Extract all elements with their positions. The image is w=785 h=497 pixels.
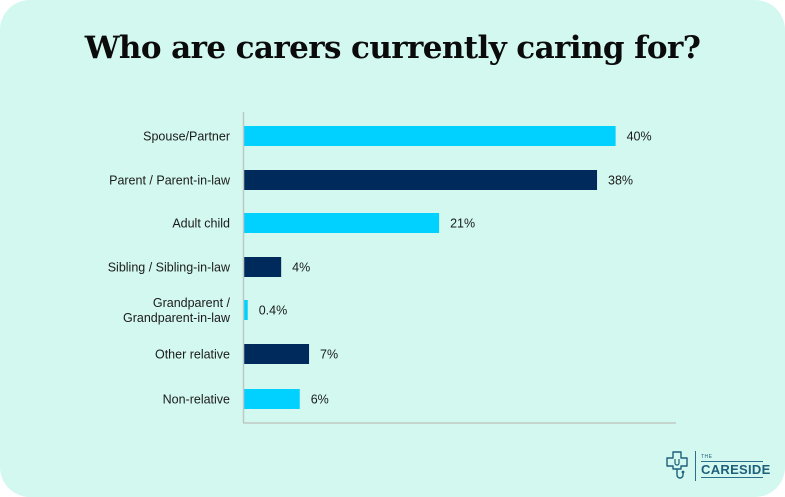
value-label-1: 38% xyxy=(608,174,633,188)
category-label-0: Spouse/Partner xyxy=(143,130,230,144)
bar-6 xyxy=(244,389,300,409)
bar-0 xyxy=(244,126,616,146)
bar-5 xyxy=(244,344,310,364)
chart-title: Who are carers currently caring for? xyxy=(84,30,701,66)
value-label-0: 40% xyxy=(627,130,652,144)
logo-the: THE xyxy=(701,454,763,462)
category-label-1: Parent / Parent-in-law xyxy=(109,174,231,188)
bar-4 xyxy=(244,300,248,320)
category-label-2: Adult child xyxy=(172,217,230,231)
bar-1 xyxy=(244,170,598,190)
value-label-5: 7% xyxy=(320,348,338,362)
category-label-4: Grandparent / Grandparent-in-law xyxy=(123,296,231,325)
value-label-2: 21% xyxy=(450,217,475,231)
category-label-5: Other relative xyxy=(155,348,230,362)
logo-divider xyxy=(695,451,696,481)
bar-3 xyxy=(244,257,282,277)
careside-logo: THE CARESIDE xyxy=(663,449,771,483)
category-label-6: Non-relative xyxy=(163,393,230,407)
logo-name: CARESIDE xyxy=(701,461,771,478)
stethoscope-cross-icon xyxy=(666,451,688,479)
bars-group xyxy=(244,126,616,409)
category-label-3: Sibling / Sibling-in-law xyxy=(108,261,231,275)
bar-2 xyxy=(244,213,440,233)
value-label-6: 6% xyxy=(311,393,329,407)
value-label-4: 0.4% xyxy=(259,304,288,318)
category-labels: Spouse/Partner Parent / Parent-in-law Adul… xyxy=(108,130,231,407)
value-labels: 40% 38% 21% 4% 0.4% 7% 6% xyxy=(259,130,652,407)
value-label-3: 4% xyxy=(292,261,310,275)
